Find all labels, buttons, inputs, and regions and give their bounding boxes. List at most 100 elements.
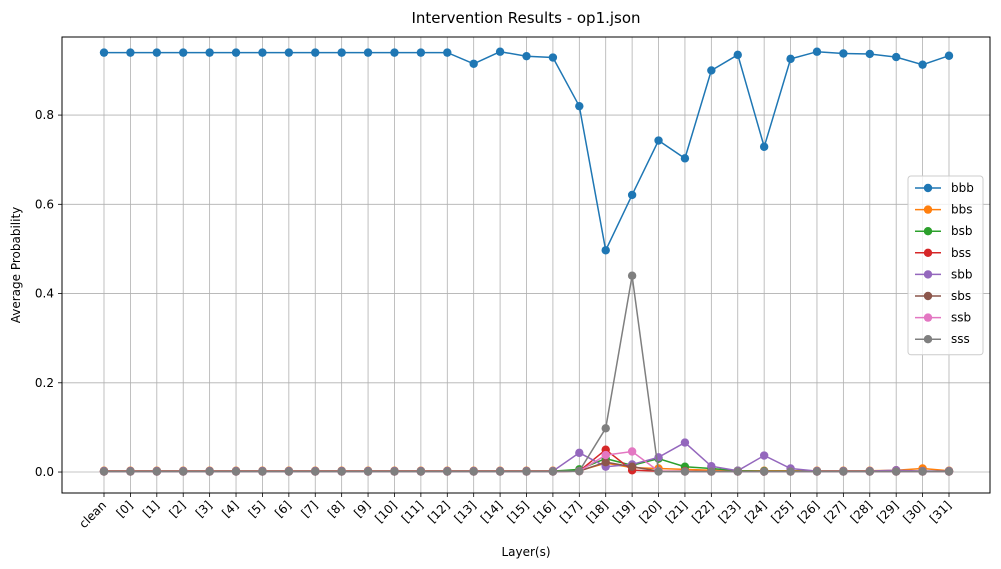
data-point-bbb xyxy=(416,48,426,57)
data-point-sss xyxy=(390,467,399,476)
legend-label: bbs xyxy=(951,203,973,217)
data-point-sss xyxy=(918,467,927,476)
legend-item-bbb: bbb xyxy=(915,181,974,195)
data-point-sss xyxy=(495,467,505,476)
data-point-sss xyxy=(469,467,478,476)
data-point-bbb xyxy=(627,190,637,200)
data-point-sss xyxy=(786,467,795,476)
legend-marker xyxy=(923,205,933,214)
data-point-bbb xyxy=(469,59,478,68)
data-point-bbb xyxy=(311,48,320,57)
data-point-sss xyxy=(839,467,848,476)
data-point-bbb xyxy=(152,48,162,57)
data-point-sss xyxy=(363,467,373,476)
legend-label: ssb xyxy=(951,311,971,325)
data-point-bbb xyxy=(944,51,954,60)
y-tick-label: 0.2 xyxy=(35,376,54,390)
data-point-sbs xyxy=(627,462,637,471)
legend-label: sbs xyxy=(951,289,971,303)
data-point-sss xyxy=(337,467,346,476)
y-tick-label: 0.4 xyxy=(35,287,54,301)
legend-marker xyxy=(923,248,933,257)
grid xyxy=(62,37,990,493)
legend-marker xyxy=(923,270,933,279)
data-point-bbb xyxy=(205,48,214,57)
data-point-sss xyxy=(944,467,954,476)
legend: bbb bbs bsb bss sbb sbs ssb sss xyxy=(907,175,984,356)
legend-label: sss xyxy=(951,332,970,346)
data-point-sss xyxy=(311,467,320,476)
data-point-sss xyxy=(575,466,584,476)
legend-label: bss xyxy=(951,246,971,260)
data-point-sss xyxy=(416,467,426,476)
data-point-sss xyxy=(205,467,214,476)
data-point-bbb xyxy=(707,66,716,75)
x-axis-label: Layer(s) xyxy=(501,545,550,559)
chart-title: Intervention Results - op1.json xyxy=(411,9,640,27)
series-sss xyxy=(99,271,954,476)
data-point-sbb xyxy=(575,448,584,458)
data-point-bbb xyxy=(390,48,399,57)
legend-marker xyxy=(923,313,933,322)
data-point-sss xyxy=(99,467,109,476)
data-point-sss xyxy=(152,467,162,476)
data-point-sss xyxy=(865,467,874,476)
data-point-sbb xyxy=(759,451,769,460)
data-point-bbb xyxy=(891,52,901,62)
legend-label: sbb xyxy=(951,267,973,281)
data-point-bbb xyxy=(443,48,452,57)
data-point-bbb xyxy=(759,142,769,151)
data-point-sss xyxy=(627,271,637,280)
data-point-sbs xyxy=(601,458,610,467)
legend-item-bsb: bsb xyxy=(915,224,973,238)
data-point-bbb xyxy=(733,50,742,60)
legend-marker xyxy=(923,291,933,301)
y-tick-label: 0.8 xyxy=(35,108,54,122)
plot-frame xyxy=(61,36,991,494)
data-point-bbb xyxy=(258,48,267,57)
series-group xyxy=(99,47,954,476)
data-point-bbb xyxy=(284,48,294,57)
data-point-sss xyxy=(231,467,241,476)
data-point-bbb xyxy=(680,154,690,163)
data-point-bbb xyxy=(126,48,135,57)
legend-box xyxy=(907,175,984,356)
legend-item-bss: bss xyxy=(915,246,971,260)
data-point-sss xyxy=(179,467,188,476)
legend-item-sbb: sbb xyxy=(915,267,973,281)
data-point-bbb xyxy=(865,49,874,59)
data-point-bbb xyxy=(179,48,188,57)
data-point-sss xyxy=(284,467,294,476)
data-point-bbb xyxy=(918,60,927,69)
data-point-bbb xyxy=(575,101,584,111)
data-point-bbb xyxy=(363,48,373,57)
data-point-sss xyxy=(258,467,267,476)
legend-item-bbs: bbs xyxy=(915,203,973,217)
data-point-sss xyxy=(126,467,135,476)
data-point-bbb xyxy=(495,47,505,56)
legend-marker xyxy=(923,335,933,344)
legend-item-sss: sss xyxy=(915,332,970,346)
data-point-bbb xyxy=(522,51,531,61)
data-point-bbb xyxy=(548,53,558,62)
y-axis-ticks: 0.0 0.2 0.4 0.6 0.8 xyxy=(35,108,62,479)
data-point-ssb xyxy=(601,450,610,460)
data-point-sss xyxy=(654,467,663,476)
y-tick-label: 0.0 xyxy=(35,465,54,479)
data-point-sss xyxy=(759,467,769,476)
y-tick-label: 0.6 xyxy=(35,197,54,211)
data-point-sss xyxy=(548,467,558,476)
data-point-sss xyxy=(680,467,690,476)
data-point-bbb xyxy=(601,246,610,255)
legend-marker xyxy=(923,227,933,236)
legend-item-ssb: ssb xyxy=(915,311,971,325)
legend-label: bbb xyxy=(951,181,974,195)
data-point-sss xyxy=(812,467,822,476)
data-point-bbb xyxy=(231,48,241,57)
legend-item-sbs: sbs xyxy=(915,289,971,303)
data-point-ssb xyxy=(627,447,637,456)
data-point-sss xyxy=(891,467,901,476)
data-point-sss xyxy=(443,467,452,476)
